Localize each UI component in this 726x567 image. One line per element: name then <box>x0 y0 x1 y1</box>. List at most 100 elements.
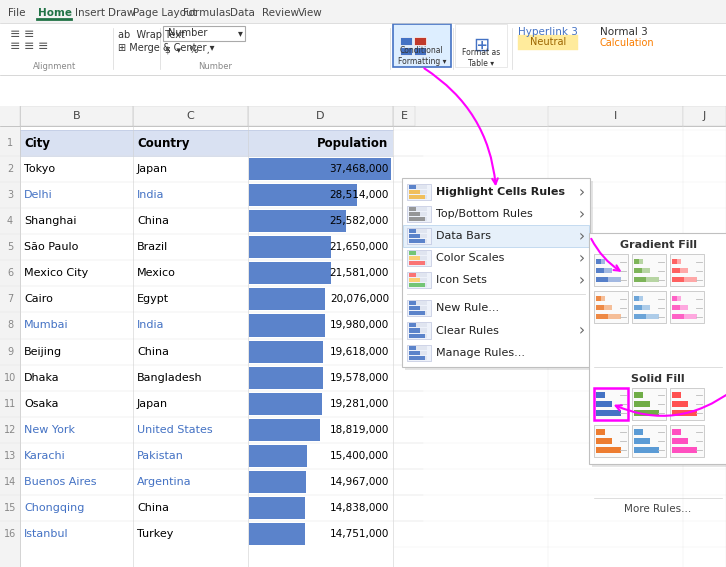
Bar <box>634 268 650 273</box>
Bar <box>409 311 427 315</box>
Text: New Rule...: New Rule... <box>436 303 499 314</box>
Text: Hyperlink 3: Hyperlink 3 <box>518 27 578 37</box>
Text: ›: › <box>579 185 585 200</box>
Bar <box>596 401 612 407</box>
Bar <box>639 296 643 302</box>
Bar <box>596 392 605 397</box>
Text: Icon Sets: Icon Sets <box>436 276 487 285</box>
Text: 10: 10 <box>4 373 16 383</box>
Text: ›: › <box>579 273 585 288</box>
Text: 18,819,000: 18,819,000 <box>330 425 389 435</box>
Bar <box>249 236 331 259</box>
Text: 1: 1 <box>7 138 13 148</box>
Bar <box>672 401 688 407</box>
Bar <box>249 210 346 232</box>
Bar <box>409 302 427 306</box>
Text: Japan: Japan <box>137 399 168 409</box>
Bar <box>409 284 427 287</box>
Bar <box>409 251 427 255</box>
Text: 19,980,000: 19,980,000 <box>330 320 389 331</box>
Text: Clear Rules: Clear Rules <box>436 325 499 336</box>
Text: China: China <box>137 216 169 226</box>
Text: Draw: Draw <box>108 8 135 18</box>
Bar <box>596 259 605 264</box>
Bar <box>642 305 650 311</box>
Bar <box>409 234 427 238</box>
Text: Karachi: Karachi <box>24 451 66 461</box>
Bar <box>20 365 393 391</box>
Bar <box>249 263 331 285</box>
Bar <box>596 305 612 311</box>
Bar <box>632 291 666 324</box>
Text: Top/Bottom Rules: Top/Bottom Rules <box>436 209 533 219</box>
Text: Alignment: Alignment <box>33 62 77 71</box>
Bar <box>670 425 704 457</box>
Bar <box>409 278 420 282</box>
Text: Istanbul: Istanbul <box>24 529 69 539</box>
Bar <box>600 296 605 302</box>
Text: Format as
Table ▾: Format as Table ▾ <box>462 48 500 67</box>
Text: 19,281,000: 19,281,000 <box>330 399 389 409</box>
Bar <box>20 469 393 495</box>
Bar <box>604 305 612 311</box>
Bar <box>407 272 431 289</box>
Bar <box>393 106 415 126</box>
Text: ▾: ▾ <box>238 28 243 39</box>
Text: 20,076,000: 20,076,000 <box>330 294 389 304</box>
Text: Shanghai: Shanghai <box>24 216 76 226</box>
Bar <box>403 225 589 247</box>
Bar <box>596 429 605 435</box>
Bar <box>634 438 650 444</box>
Bar <box>409 306 427 311</box>
Bar <box>634 429 643 435</box>
Bar <box>409 328 420 332</box>
Bar <box>596 410 621 416</box>
Text: 21,650,000: 21,650,000 <box>330 242 389 252</box>
Text: 12: 12 <box>4 425 16 435</box>
Bar <box>20 156 393 182</box>
Bar <box>409 302 416 306</box>
Text: $  ▾   %   ,: $ ▾ % , <box>165 45 210 54</box>
Text: View: View <box>298 8 323 18</box>
Text: 14: 14 <box>4 477 16 487</box>
Bar <box>20 443 393 469</box>
Bar <box>409 324 416 328</box>
Bar <box>249 497 305 519</box>
Bar <box>409 261 427 265</box>
Text: Review: Review <box>262 8 299 18</box>
Bar <box>409 217 427 221</box>
Bar <box>249 392 322 414</box>
Bar <box>20 338 393 365</box>
Bar <box>680 305 688 311</box>
Bar <box>20 417 393 443</box>
Text: ≡: ≡ <box>24 28 35 41</box>
Text: India: India <box>137 190 165 200</box>
Bar <box>672 410 697 416</box>
Bar <box>634 401 650 407</box>
Bar <box>20 106 133 126</box>
Text: ›: › <box>579 207 585 222</box>
Text: 8: 8 <box>7 320 13 331</box>
Text: 14,967,000: 14,967,000 <box>330 477 389 487</box>
Text: 25,582,000: 25,582,000 <box>330 216 389 226</box>
Text: Conditional
Formatting ▾: Conditional Formatting ▾ <box>398 46 446 66</box>
Bar <box>20 521 393 547</box>
Text: 14,838,000: 14,838,000 <box>330 503 389 513</box>
Text: Mexico City: Mexico City <box>24 268 89 278</box>
Text: Chongqing: Chongqing <box>24 503 84 513</box>
Bar <box>632 255 666 286</box>
Bar <box>409 256 420 260</box>
Bar <box>672 447 697 453</box>
Bar <box>133 106 248 126</box>
Bar <box>20 286 393 312</box>
Bar <box>409 324 427 328</box>
Text: Japan: Japan <box>137 164 168 174</box>
Bar <box>677 296 681 302</box>
Text: Color Scales: Color Scales <box>436 253 505 263</box>
Bar <box>249 158 391 180</box>
Text: B: B <box>73 111 81 121</box>
Bar <box>20 391 393 417</box>
Text: ›: › <box>579 251 585 266</box>
Bar <box>249 184 357 206</box>
Text: ›: › <box>579 323 585 338</box>
